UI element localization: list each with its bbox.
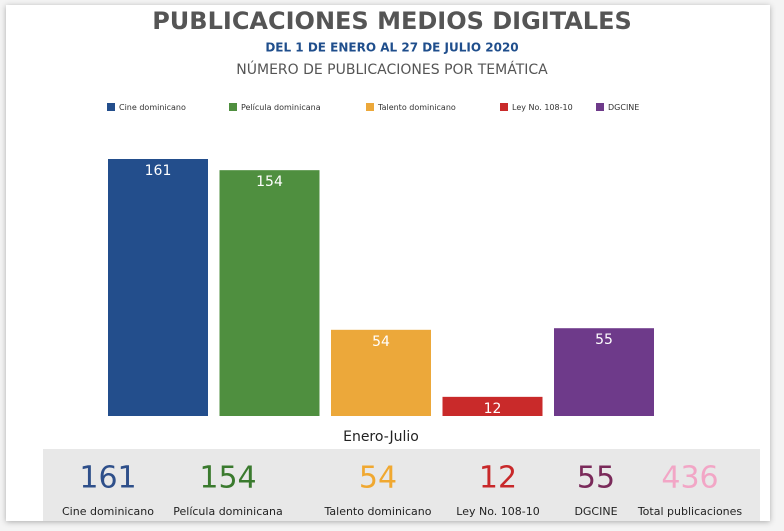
- x-tick-label: Enero-Julio: [343, 429, 419, 445]
- summary-value: 12: [479, 461, 517, 496]
- legend-swatch: [229, 103, 237, 111]
- summary-value: 161: [79, 461, 136, 496]
- summary-value: 55: [577, 461, 615, 496]
- data-label: 161: [145, 163, 172, 179]
- summary-value: 54: [359, 461, 397, 496]
- bar: [219, 170, 320, 416]
- summary-label: Total publicaciones: [637, 505, 743, 518]
- legend-label: Ley No. 108-10: [512, 103, 573, 112]
- bar: [554, 328, 654, 416]
- legend-label: DGCINE: [608, 103, 639, 112]
- legend-swatch: [107, 103, 115, 111]
- summary-label: Ley No. 108-10: [456, 505, 539, 518]
- data-label: 154: [256, 174, 283, 190]
- summary-label: Cine dominicano: [62, 505, 154, 518]
- summary-panel: [43, 449, 760, 521]
- legend-label: Película dominicana: [241, 103, 321, 112]
- bar: [442, 396, 543, 416]
- legend-label: Cine dominicano: [119, 103, 186, 112]
- summary-value: 436: [661, 461, 718, 496]
- bar: [331, 329, 431, 416]
- summary-label: Talento dominicano: [324, 505, 432, 518]
- chart-subtitle: DEL 1 DE ENERO AL 27 DE JULIO 2020: [265, 41, 518, 55]
- summary-label: Película dominicana: [173, 505, 282, 518]
- bar: [108, 159, 208, 416]
- legend-swatch: [596, 103, 604, 111]
- legend-swatch: [500, 103, 508, 111]
- summary-label: DGCINE: [574, 505, 617, 518]
- axis-label: NÚMERO DE PUBLICACIONES POR TEMÁTICA: [236, 60, 548, 78]
- chart-title: PUBLICACIONES MEDIOS DIGITALES: [152, 7, 632, 35]
- data-label: 12: [484, 401, 502, 417]
- legend-swatch: [366, 103, 374, 111]
- legend-label: Talento dominicano: [377, 103, 456, 112]
- summary-value: 154: [199, 461, 256, 496]
- data-label: 55: [595, 332, 613, 348]
- data-label: 54: [372, 334, 390, 350]
